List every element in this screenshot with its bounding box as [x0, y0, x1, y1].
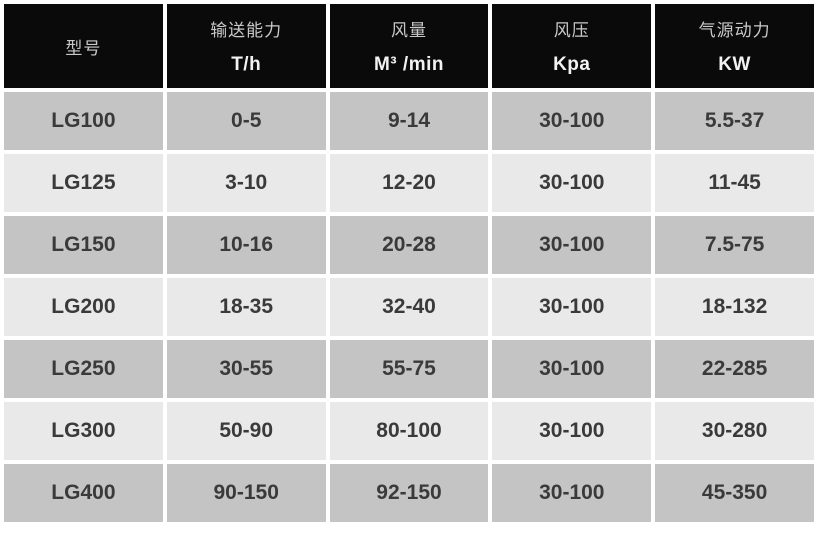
col-header-airflow-content: 风量 M³ /min [330, 4, 489, 88]
cell-power: 18-132 [655, 278, 814, 336]
table-row-lg300: LG300 50-90 80-100 30-100 30-280 [4, 402, 814, 460]
col-header-capacity: 输送能力 T/h [166, 4, 326, 88]
cell-airflow: 80-100 [329, 402, 489, 460]
cell-power: 45-350 [655, 464, 814, 522]
cell-airflow: 20-28 [329, 216, 489, 274]
cell-model: LG200 [4, 278, 163, 336]
cell-pressure: 30-100 [492, 154, 652, 212]
cell-airflow: 32-40 [329, 278, 489, 336]
col-header-airflow: 风量 M³ /min [329, 4, 489, 88]
cell-capacity: 50-90 [166, 402, 326, 460]
spec-table-header: 型号 输送能力 T/h 风量 M³ /min [4, 4, 814, 88]
col-header-model-content: 型号 [4, 4, 163, 88]
col-header-model: 型号 [4, 4, 163, 88]
cell-pressure: 30-100 [492, 216, 652, 274]
cell-pressure: 30-100 [492, 92, 652, 150]
cell-airflow: 9-14 [329, 92, 489, 150]
col-header-power-label: 气源动力 [698, 21, 771, 41]
col-header-power: 气源动力 KW [655, 4, 814, 88]
cell-model: LG400 [4, 464, 163, 522]
table-row-lg200: LG200 18-35 32-40 30-100 18-132 [4, 278, 814, 336]
table-row-lg400: LG400 90-150 92-150 30-100 45-350 [4, 464, 814, 522]
col-header-capacity-label: 输送能力 [210, 21, 283, 41]
cell-power: 7.5-75 [655, 216, 814, 274]
cell-capacity: 18-35 [166, 278, 326, 336]
table-row-lg125: LG125 3-10 12-20 30-100 11-45 [4, 154, 814, 212]
cell-pressure: 30-100 [492, 464, 652, 522]
cell-pressure: 30-100 [492, 278, 652, 336]
cell-model: LG300 [4, 402, 163, 460]
cell-capacity: 0-5 [166, 92, 326, 150]
table-row-lg150: LG150 10-16 20-28 30-100 7.5-75 [4, 216, 814, 274]
cell-model: LG250 [4, 340, 163, 398]
col-header-capacity-content: 输送能力 T/h [167, 4, 326, 88]
cell-power: 5.5-37 [655, 92, 814, 150]
cell-capacity: 30-55 [166, 340, 326, 398]
table-row-lg250: LG250 30-55 55-75 30-100 22-285 [4, 340, 814, 398]
header-row: 型号 输送能力 T/h 风量 M³ /min [4, 4, 814, 88]
table-row-lg100: LG100 0-5 9-14 30-100 5.5-37 [4, 92, 814, 150]
col-header-pressure-label: 风压 [553, 21, 590, 41]
cell-power: 11-45 [655, 154, 814, 212]
cell-airflow: 92-150 [329, 464, 489, 522]
cell-power: 22-285 [655, 340, 814, 398]
cell-power: 30-280 [655, 402, 814, 460]
col-header-airflow-unit: M³ /min [373, 53, 444, 75]
spec-table-body: LG100 0-5 9-14 30-100 5.5-37 LG125 3-10 … [4, 92, 814, 522]
col-header-pressure-content: 风压 Kpa [492, 4, 651, 88]
cell-capacity: 3-10 [166, 154, 326, 212]
col-header-model-label: 型号 [65, 38, 102, 58]
col-header-power-content: 气源动力 KW [655, 4, 814, 88]
cell-airflow: 55-75 [329, 340, 489, 398]
cell-capacity: 10-16 [166, 216, 326, 274]
col-header-power-unit: KW [718, 53, 751, 75]
col-header-pressure-unit: Kpa [553, 53, 591, 75]
cell-model: LG150 [4, 216, 163, 274]
cell-airflow: 12-20 [329, 154, 489, 212]
col-header-pressure: 风压 Kpa [492, 4, 652, 88]
cell-pressure: 30-100 [492, 340, 652, 398]
col-header-airflow-label: 风量 [390, 21, 427, 41]
cell-pressure: 30-100 [492, 402, 652, 460]
cell-model: LG100 [4, 92, 163, 150]
cell-capacity: 90-150 [166, 464, 326, 522]
cell-model: LG125 [4, 154, 163, 212]
col-header-capacity-unit: T/h [231, 53, 262, 75]
